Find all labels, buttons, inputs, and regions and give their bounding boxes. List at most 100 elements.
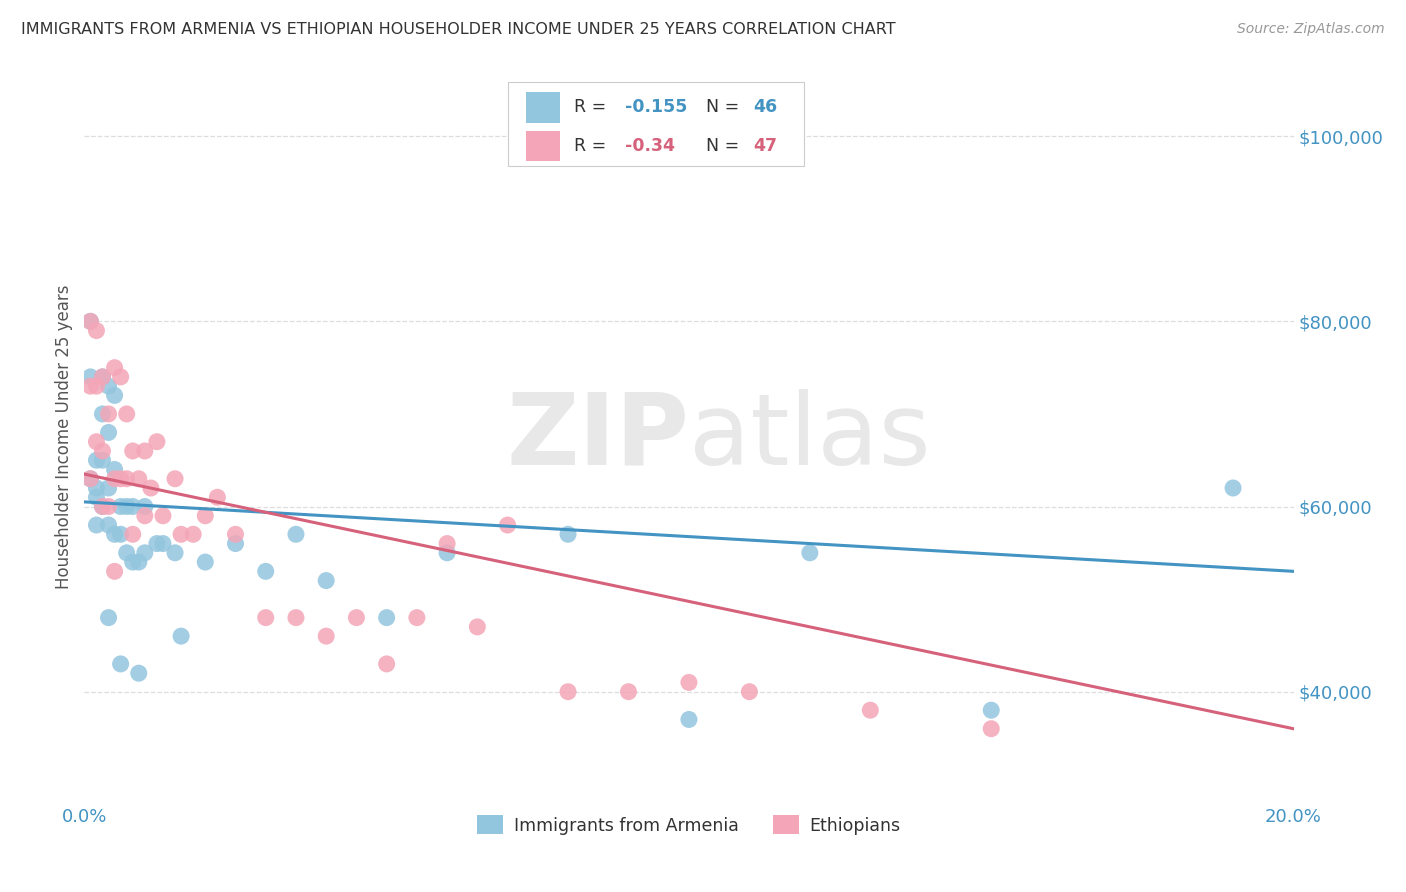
Point bbox=[91, 407, 114, 421]
Text: -0.34: -0.34 bbox=[624, 136, 675, 155]
Bar bbox=[526, 92, 560, 123]
Point bbox=[91, 500, 114, 514]
Point bbox=[110, 472, 132, 486]
Point bbox=[86, 324, 108, 338]
Point bbox=[165, 472, 187, 486]
Point bbox=[346, 610, 368, 624]
Point bbox=[91, 370, 114, 384]
Point bbox=[146, 536, 169, 550]
Point bbox=[104, 472, 127, 486]
Point bbox=[285, 527, 308, 541]
Point bbox=[375, 657, 398, 671]
Point bbox=[225, 536, 247, 550]
Text: R =: R = bbox=[574, 98, 617, 117]
Point bbox=[91, 370, 114, 384]
Point bbox=[146, 434, 169, 449]
Point bbox=[406, 610, 429, 624]
Text: R =: R = bbox=[574, 136, 617, 155]
Point bbox=[194, 555, 217, 569]
Point bbox=[194, 508, 217, 523]
Point bbox=[121, 527, 143, 541]
Point bbox=[104, 527, 127, 541]
Point bbox=[104, 565, 127, 579]
Point bbox=[115, 407, 138, 421]
Point bbox=[134, 508, 156, 523]
Point bbox=[97, 500, 120, 514]
Text: Source: ZipAtlas.com: Source: ZipAtlas.com bbox=[1237, 22, 1385, 37]
Point bbox=[97, 379, 120, 393]
Point bbox=[104, 360, 127, 375]
Point bbox=[79, 379, 101, 393]
Point bbox=[315, 629, 337, 643]
Point bbox=[285, 610, 308, 624]
Point bbox=[225, 527, 247, 541]
Point bbox=[859, 703, 882, 717]
Point bbox=[165, 546, 187, 560]
Point bbox=[152, 536, 174, 550]
Point bbox=[91, 444, 114, 458]
Text: ZIP: ZIP bbox=[506, 389, 689, 485]
Point bbox=[91, 500, 114, 514]
Text: N =: N = bbox=[695, 98, 745, 117]
Point bbox=[152, 508, 174, 523]
Point bbox=[799, 546, 821, 560]
Point bbox=[110, 500, 132, 514]
Point bbox=[97, 425, 120, 440]
Point bbox=[128, 555, 150, 569]
Point bbox=[738, 684, 761, 698]
Point bbox=[134, 546, 156, 560]
Point bbox=[121, 500, 143, 514]
Point bbox=[86, 379, 108, 393]
Point bbox=[678, 713, 700, 727]
Point bbox=[557, 527, 579, 541]
Point bbox=[170, 629, 193, 643]
Text: -0.155: -0.155 bbox=[624, 98, 688, 117]
Point bbox=[86, 453, 108, 467]
Text: 47: 47 bbox=[754, 136, 778, 155]
Point bbox=[139, 481, 162, 495]
Point bbox=[375, 610, 398, 624]
Point bbox=[79, 314, 101, 328]
Point bbox=[181, 527, 204, 541]
Point bbox=[678, 675, 700, 690]
Point bbox=[315, 574, 337, 588]
Legend: Immigrants from Armenia, Ethiopians: Immigrants from Armenia, Ethiopians bbox=[470, 808, 908, 842]
Point bbox=[91, 453, 114, 467]
Y-axis label: Householder Income Under 25 years: Householder Income Under 25 years bbox=[55, 285, 73, 590]
Point bbox=[436, 536, 458, 550]
Point bbox=[79, 314, 101, 328]
Point bbox=[86, 481, 108, 495]
Point bbox=[134, 500, 156, 514]
FancyBboxPatch shape bbox=[508, 82, 804, 167]
Point bbox=[134, 444, 156, 458]
Point bbox=[97, 407, 120, 421]
Point bbox=[467, 620, 489, 634]
Point bbox=[115, 546, 138, 560]
Point bbox=[115, 472, 138, 486]
Point bbox=[115, 500, 138, 514]
Point bbox=[86, 518, 108, 533]
Point bbox=[79, 472, 101, 486]
Point bbox=[170, 527, 193, 541]
Text: N =: N = bbox=[695, 136, 745, 155]
Point bbox=[980, 722, 1002, 736]
Point bbox=[97, 481, 120, 495]
Point bbox=[254, 565, 277, 579]
Point bbox=[110, 527, 132, 541]
Bar bbox=[526, 130, 560, 161]
Point bbox=[496, 518, 519, 533]
Point bbox=[79, 370, 101, 384]
Text: IMMIGRANTS FROM ARMENIA VS ETHIOPIAN HOUSEHOLDER INCOME UNDER 25 YEARS CORRELATI: IMMIGRANTS FROM ARMENIA VS ETHIOPIAN HOU… bbox=[21, 22, 896, 37]
Point bbox=[86, 434, 108, 449]
Point bbox=[617, 684, 640, 698]
Point bbox=[121, 444, 143, 458]
Point bbox=[104, 462, 127, 476]
Point bbox=[128, 666, 150, 681]
Point bbox=[97, 610, 120, 624]
Text: 46: 46 bbox=[754, 98, 778, 117]
Point bbox=[97, 518, 120, 533]
Point bbox=[86, 490, 108, 504]
Point bbox=[980, 703, 1002, 717]
Point bbox=[121, 555, 143, 569]
Point bbox=[128, 472, 150, 486]
